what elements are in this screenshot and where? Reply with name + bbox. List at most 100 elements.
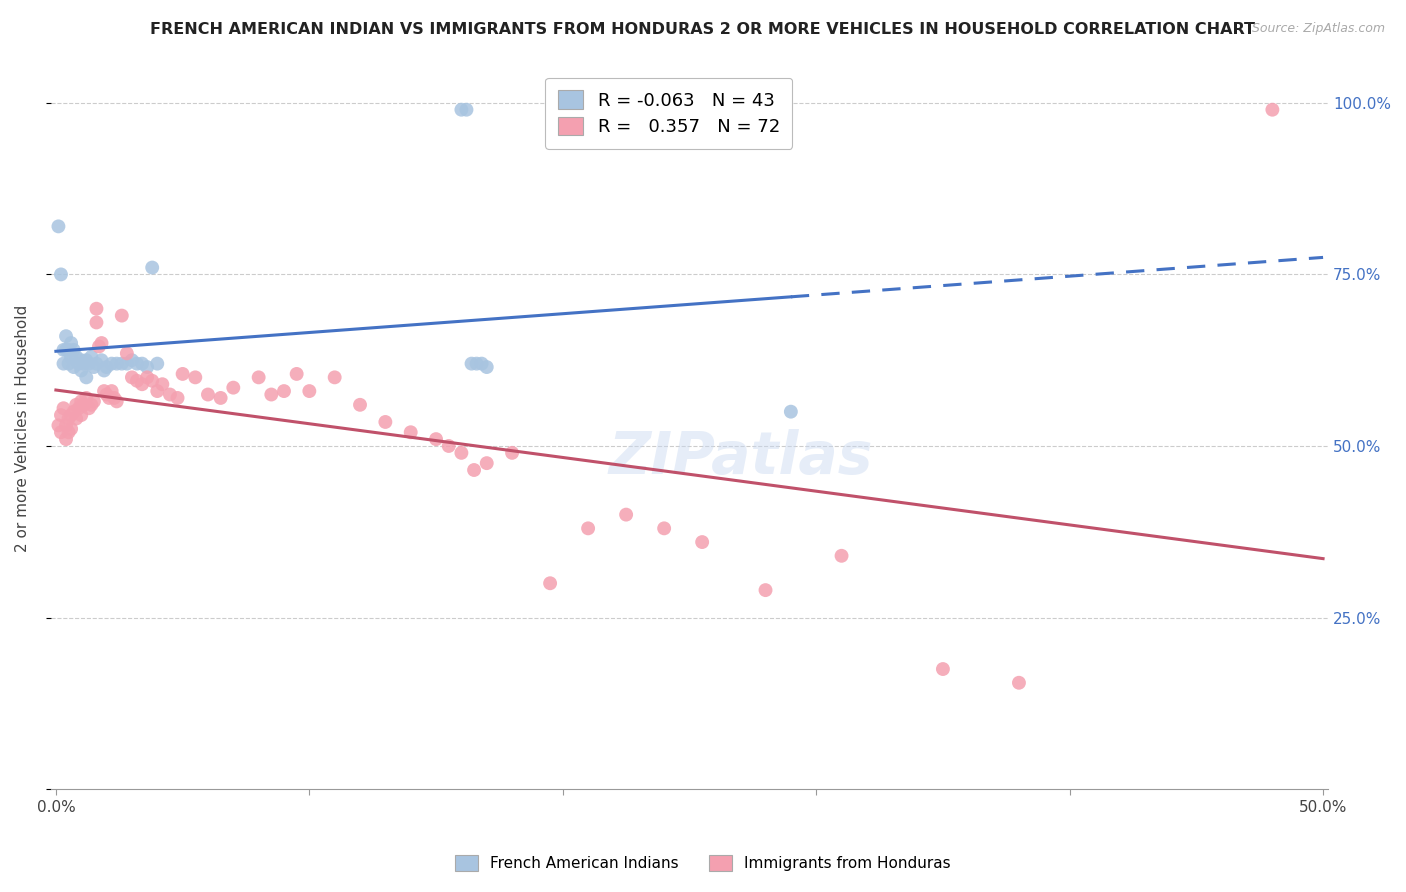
Point (70, 408, 93, 422)
Legend: R = -0.063   N = 43, R =   0.357   N = 72: R = -0.063 N = 43, R = 0.357 N = 72 (546, 78, 793, 149)
Point (86, 357, 108, 371)
Point (93, 384, 115, 398)
Point (146, 384, 169, 398)
Point (125, 357, 148, 371)
Point (374, 415, 396, 429)
Point (60, 350, 83, 364)
Text: ZIPatlas: ZIPatlas (609, 429, 873, 486)
Point (49, 425, 72, 440)
Point (96, 360, 118, 375)
Point (90, 336, 112, 351)
Point (273, 384, 295, 398)
Point (65, 398, 87, 412)
Point (932, 662, 955, 676)
Point (166, 391, 188, 405)
Point (60, 422, 83, 436)
Point (285, 367, 308, 381)
Point (49, 268, 72, 282)
Point (103, 391, 125, 405)
Point (184, 370, 207, 384)
Point (779, 405, 801, 419)
Point (58, 425, 80, 440)
Point (115, 346, 138, 360)
Point (55, 432, 77, 446)
Point (100, 384, 122, 398)
Point (131, 357, 153, 371)
Point (172, 367, 194, 381)
Point (75, 391, 97, 405)
Point (86, 315, 108, 329)
Point (323, 370, 346, 384)
Point (121, 370, 143, 384)
Point (70, 363, 93, 377)
Point (754, 583, 776, 598)
Point (70, 353, 93, 368)
Point (538, 576, 561, 591)
Point (260, 387, 283, 401)
Point (222, 381, 245, 395)
Point (100, 357, 122, 371)
Point (141, 374, 163, 388)
Point (614, 508, 637, 522)
Point (349, 398, 371, 412)
Text: FRENCH AMERICAN INDIAN VS IMMIGRANTS FROM HONDURAS 2 OR MORE VEHICLES IN HOUSEHO: FRENCH AMERICAN INDIAN VS IMMIGRANTS FRO… (150, 22, 1256, 37)
Point (80, 398, 103, 412)
Point (80, 350, 103, 364)
Point (77, 357, 100, 371)
Point (96, 387, 118, 401)
Point (437, 439, 460, 453)
Point (55, 418, 77, 433)
Point (83, 360, 105, 375)
Point (90, 353, 112, 368)
Point (136, 360, 159, 375)
Point (48, 219, 70, 234)
Point (87, 339, 110, 353)
Point (93, 363, 115, 377)
Point (58, 357, 80, 371)
Point (652, 521, 675, 535)
Point (115, 357, 138, 371)
Point (65, 411, 87, 425)
Point (52, 401, 75, 416)
Point (55, 343, 77, 357)
Point (62, 360, 84, 375)
Point (60, 408, 83, 422)
Point (86, 301, 108, 316)
Point (425, 432, 447, 446)
Point (58, 411, 80, 425)
Point (1261, 103, 1284, 117)
Point (52, 343, 75, 357)
Point (209, 391, 232, 405)
Point (75, 353, 97, 368)
Point (399, 425, 422, 440)
Point (60, 336, 83, 351)
Point (49, 408, 72, 422)
Point (159, 387, 181, 401)
Point (83, 394, 105, 409)
Point (98, 391, 121, 405)
Point (105, 357, 128, 371)
Point (456, 103, 478, 117)
Point (690, 535, 713, 549)
Point (150, 377, 173, 392)
Point (475, 360, 498, 375)
Point (247, 370, 270, 384)
Point (501, 446, 523, 460)
Point (125, 374, 148, 388)
Point (576, 521, 599, 535)
Point (77, 401, 100, 416)
Point (75, 370, 97, 384)
Point (460, 357, 482, 371)
Point (67, 357, 90, 371)
Point (131, 377, 153, 392)
Point (73, 398, 96, 412)
Point (65, 350, 87, 364)
Point (105, 394, 128, 409)
Point (111, 309, 134, 323)
Point (450, 446, 472, 460)
Legend: French American Indians, Immigrants from Honduras: French American Indians, Immigrants from… (449, 849, 957, 877)
Text: Source: ZipAtlas.com: Source: ZipAtlas.com (1251, 22, 1385, 36)
Point (121, 353, 143, 368)
Point (471, 357, 494, 371)
Point (831, 549, 853, 563)
